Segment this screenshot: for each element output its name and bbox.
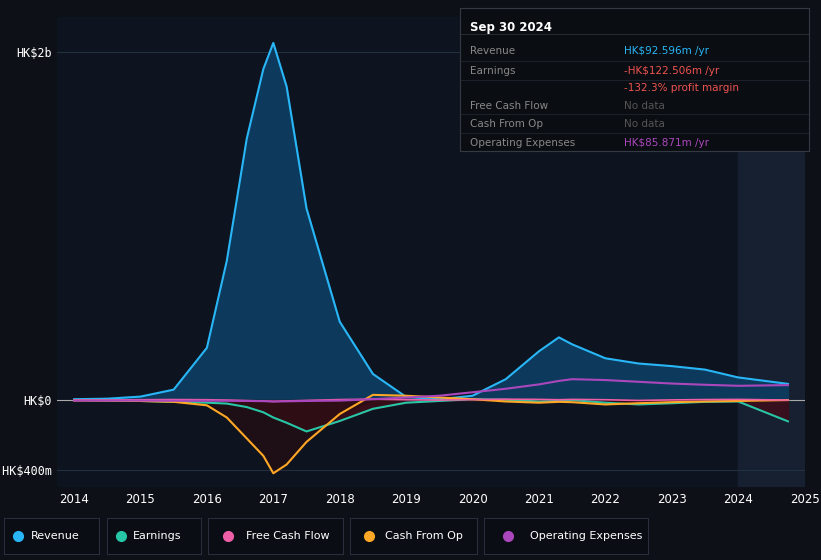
Text: Cash From Op: Cash From Op xyxy=(470,119,544,129)
Text: Cash From Op: Cash From Op xyxy=(385,531,463,541)
Text: Revenue: Revenue xyxy=(30,531,80,541)
Text: Operating Expenses: Operating Expenses xyxy=(470,138,576,148)
Text: Free Cash Flow: Free Cash Flow xyxy=(245,531,329,541)
Text: Operating Expenses: Operating Expenses xyxy=(530,531,642,541)
Text: -HK$122.506m /yr: -HK$122.506m /yr xyxy=(624,66,719,76)
Text: Free Cash Flow: Free Cash Flow xyxy=(470,100,548,110)
Text: Earnings: Earnings xyxy=(133,531,181,541)
Text: Revenue: Revenue xyxy=(470,46,516,56)
Text: -132.3% profit margin: -132.3% profit margin xyxy=(624,83,739,94)
Text: Earnings: Earnings xyxy=(470,66,516,76)
Text: HK$85.871m /yr: HK$85.871m /yr xyxy=(624,138,709,148)
Text: Sep 30 2024: Sep 30 2024 xyxy=(470,21,553,34)
Bar xyxy=(738,17,805,487)
Text: No data: No data xyxy=(624,100,665,110)
Text: No data: No data xyxy=(624,119,665,129)
Text: HK$92.596m /yr: HK$92.596m /yr xyxy=(624,46,709,56)
